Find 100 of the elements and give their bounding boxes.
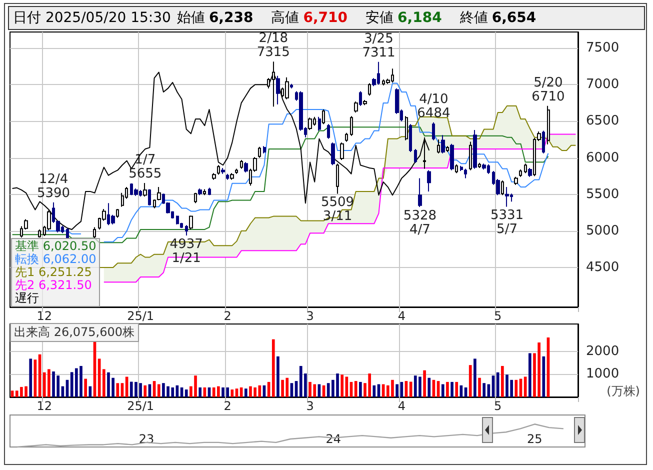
- y-tick-label: 5000: [586, 223, 620, 238]
- bar: [382, 384, 385, 397]
- bar: [29, 358, 32, 397]
- bar: [528, 353, 532, 397]
- bar: [318, 384, 321, 397]
- candlestick: [528, 168, 532, 178]
- bar: [198, 387, 202, 397]
- candlestick: [244, 162, 248, 173]
- candlestick: [423, 136, 426, 170]
- candlestick: [327, 124, 330, 140]
- bar: [354, 381, 358, 397]
- y-tick-label: 5500: [586, 186, 620, 202]
- candlestick: [363, 100, 367, 106]
- candlestick: [345, 132, 348, 142]
- candlestick: [547, 105, 550, 145]
- bar: [372, 385, 376, 397]
- candlestick: [441, 134, 445, 154]
- y-tick-label: 1000: [586, 366, 620, 382]
- x-tick-label: 4: [398, 399, 406, 413]
- bar: [482, 383, 486, 397]
- candlestick: [235, 168, 238, 174]
- bar: [272, 339, 275, 397]
- candlestick: [148, 188, 151, 206]
- bar: [496, 372, 500, 397]
- candlestick: [432, 122, 435, 141]
- bar: [455, 382, 458, 397]
- bar: [157, 384, 160, 397]
- bar: [359, 382, 362, 397]
- candlestick: [116, 208, 119, 218]
- candlestick: [437, 139, 440, 154]
- bar: [474, 358, 476, 397]
- candlestick: [221, 168, 225, 174]
- candlestick: [290, 83, 293, 89]
- bar: [478, 378, 481, 397]
- candlestick: [38, 228, 41, 238]
- candlestick: [519, 169, 522, 178]
- line-series: [103, 134, 576, 283]
- y-tick-label: 7000: [586, 77, 620, 92]
- candlestick: [308, 117, 312, 131]
- series-label: 基準 6,020.50: [15, 239, 96, 253]
- bar: [446, 382, 449, 397]
- candlestick: [212, 172, 216, 180]
- candlestick: [514, 176, 518, 186]
- candlestick: [267, 78, 270, 89]
- candlestick: [66, 228, 69, 239]
- x-tick-label: 2: [224, 399, 232, 413]
- text: 6,184: [398, 10, 442, 26]
- x-tick-label: 2: [224, 309, 232, 323]
- annotation: 5331 5/7: [490, 208, 524, 238]
- candlestick: [185, 224, 188, 236]
- bar: [116, 383, 120, 397]
- candlestick: [240, 159, 243, 170]
- bar: [377, 384, 380, 397]
- text: 安値: [366, 10, 394, 26]
- candlestick: [198, 188, 202, 196]
- candlestick: [208, 187, 211, 196]
- bar: [276, 356, 280, 397]
- annotation: 5/20 6710: [532, 75, 565, 104]
- bar: [450, 382, 454, 397]
- candlestick: [427, 170, 431, 192]
- annotation: 4/10 6484: [417, 92, 450, 121]
- candlestick: [331, 142, 335, 166]
- candlestick: [230, 172, 234, 180]
- candlestick: [464, 168, 467, 179]
- x-tick-label: 5: [494, 309, 502, 323]
- candlestick: [203, 188, 206, 196]
- candlestick: [176, 215, 179, 225]
- bar: [148, 384, 152, 397]
- candlestick: [340, 142, 344, 160]
- candlestick: [524, 163, 527, 174]
- candlestick: [276, 75, 280, 105]
- x-tick-label: 5: [494, 399, 502, 413]
- candlestick: [542, 130, 545, 154]
- bar: [340, 374, 344, 397]
- annotation: 3/25 7311: [362, 31, 396, 60]
- candlestick: [450, 143, 454, 171]
- bar: [501, 366, 504, 397]
- y-tick-label: 6000: [586, 150, 620, 166]
- candlestick: [189, 215, 193, 230]
- y-tick-label: 4500: [586, 260, 620, 276]
- bar: [514, 380, 518, 397]
- candlestick: [469, 141, 472, 171]
- candlestick: [455, 164, 458, 174]
- series-label: 先1 6,251.25: [15, 265, 92, 279]
- bar: [468, 365, 472, 397]
- candlestick: [414, 148, 417, 164]
- annotation: 12/4 5390: [36, 172, 70, 201]
- y-tick-label: 7500: [586, 40, 620, 56]
- bar: [423, 370, 426, 397]
- bar: [244, 388, 248, 397]
- candlestick: [501, 180, 504, 196]
- x-tick-label: 12: [36, 309, 52, 323]
- text: 6,710: [303, 10, 348, 26]
- bar: [542, 356, 546, 397]
- x-tick-label: 4: [398, 309, 406, 323]
- text: 高値: [271, 10, 300, 26]
- bar: [102, 369, 106, 397]
- text: 遅行: [15, 291, 39, 305]
- chart-title: 日付 2025/05/20 15:30: [13, 10, 171, 26]
- text: 6,238: [208, 10, 254, 26]
